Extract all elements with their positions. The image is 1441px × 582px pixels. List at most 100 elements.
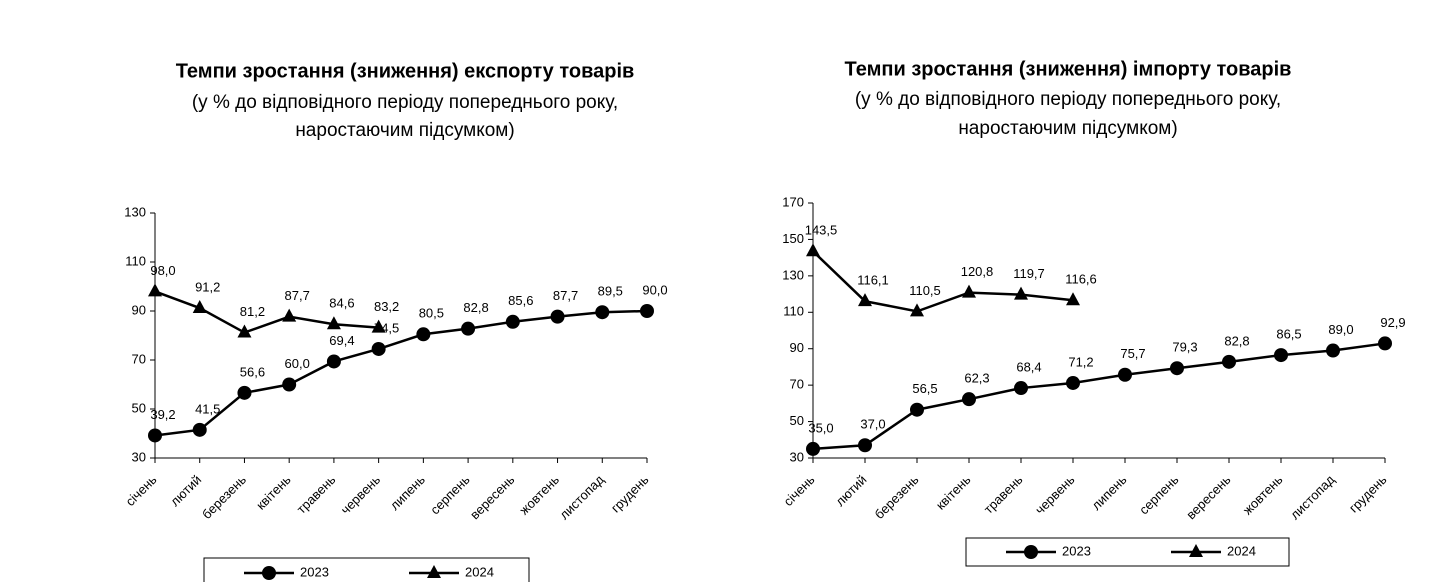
x-tick-label: лютий xyxy=(167,472,204,509)
x-tick-label: листопад xyxy=(556,472,607,523)
marker-circle xyxy=(1222,354,1236,369)
x-tick-label: серпень xyxy=(427,472,473,518)
x-tick-label: травень xyxy=(294,472,339,517)
x-tick-label: червень xyxy=(1032,472,1078,518)
legend-label: 2023 xyxy=(1062,543,1091,558)
legend-marker xyxy=(262,566,276,580)
marker-triangle xyxy=(910,303,924,317)
data-label: 83,2 xyxy=(374,299,399,314)
x-tick-label: жовтень xyxy=(516,472,562,518)
x-tick-label: грудень xyxy=(1346,472,1390,516)
legend-label: 2024 xyxy=(465,564,494,579)
marker-circle xyxy=(1378,336,1392,351)
marker-triangle xyxy=(1014,286,1028,300)
data-label: 56,6 xyxy=(240,364,265,379)
marker-circle xyxy=(326,354,341,369)
data-label: 68,4 xyxy=(1016,359,1041,374)
data-label: 85,6 xyxy=(508,293,533,308)
marker-circle xyxy=(858,438,872,453)
x-tick-label: січень xyxy=(123,472,160,509)
marker-circle xyxy=(1274,348,1288,363)
legend-marker xyxy=(1024,545,1038,559)
data-label: 143,5 xyxy=(805,223,838,238)
marker-triangle xyxy=(282,308,297,322)
marker-circle xyxy=(505,314,520,329)
marker-triangle xyxy=(858,293,872,307)
marker-circle xyxy=(962,392,976,407)
data-label: 71,2 xyxy=(1068,354,1093,369)
marker-circle xyxy=(192,422,207,437)
legend-marker xyxy=(427,565,441,578)
data-label: 82,8 xyxy=(463,300,488,315)
x-tick-label: травень xyxy=(981,472,1026,517)
series-line xyxy=(812,250,1074,313)
y-tick-label: 130 xyxy=(124,204,146,219)
x-tick-label: червень xyxy=(338,472,384,518)
y-tick-label: 150 xyxy=(782,231,804,246)
legend-label: 2024 xyxy=(1227,543,1256,558)
data-label: 86,5 xyxy=(1276,327,1301,342)
marker-circle xyxy=(806,441,820,456)
data-label: 37,0 xyxy=(860,417,885,432)
marker-circle xyxy=(640,304,654,318)
series-line xyxy=(154,290,379,334)
data-label: 62,3 xyxy=(964,371,989,386)
marker-circle xyxy=(1326,343,1340,358)
marker-triangle xyxy=(237,324,252,338)
legend-box xyxy=(965,537,1290,567)
x-tick-label: січень xyxy=(781,472,818,509)
x-tick-label: лютий xyxy=(832,472,869,509)
data-label: 90,0 xyxy=(642,282,667,297)
chart-title: Темпи зростання (зниження) експорту това… xyxy=(176,60,635,82)
data-label: 91,2 xyxy=(195,279,220,294)
data-label: 89,0 xyxy=(1328,322,1353,337)
data-label: 119,7 xyxy=(1013,266,1045,281)
y-tick-label: 30 xyxy=(132,449,146,464)
marker-circle xyxy=(910,402,924,417)
x-tick-label: грудень xyxy=(608,472,652,516)
legend-box xyxy=(203,557,530,582)
x-tick-label: липень xyxy=(1088,472,1129,513)
marker-triangle xyxy=(371,319,386,333)
chart-title: Темпи зростання (зниження) імпорту товар… xyxy=(845,58,1292,80)
marker-circle xyxy=(371,341,386,356)
x-tick-label: липень xyxy=(387,472,428,513)
data-label: 35,0 xyxy=(808,420,833,435)
legend-label: 2023 xyxy=(300,564,329,579)
y-tick-label: 30 xyxy=(790,449,804,464)
y-tick-label: 170 xyxy=(782,194,804,209)
data-label: 80,5 xyxy=(419,306,444,321)
marker-triangle xyxy=(1066,292,1080,306)
y-tick-label: 70 xyxy=(132,351,146,366)
data-label: 75,7 xyxy=(1120,346,1145,361)
data-label: 110,5 xyxy=(909,283,941,298)
marker-triangle xyxy=(148,283,162,297)
legend-marker xyxy=(1189,544,1203,557)
marker-triangle xyxy=(192,300,207,314)
data-label: 116,6 xyxy=(1065,272,1097,287)
data-label: 89,5 xyxy=(598,284,623,299)
data-label: 84,6 xyxy=(329,296,354,311)
x-tick-label: вересень xyxy=(1183,472,1233,522)
marker-circle xyxy=(1066,375,1080,390)
series-line xyxy=(154,309,648,437)
marker-circle xyxy=(282,377,297,392)
data-label: 39,2 xyxy=(150,407,175,422)
marker-circle xyxy=(1118,367,1132,382)
x-tick-label: квітень xyxy=(933,472,974,513)
x-tick-label: серпень xyxy=(1136,472,1182,518)
marker-circle xyxy=(1170,361,1184,376)
data-label: 116,1 xyxy=(857,273,889,288)
y-tick-label: 130 xyxy=(782,267,804,282)
marker-triangle xyxy=(962,284,976,298)
chart-subtitle: (у % до відповідного періоду попередньог… xyxy=(192,92,618,113)
marker-triangle xyxy=(806,243,820,257)
marker-circle xyxy=(461,321,476,336)
y-tick-label: 90 xyxy=(790,340,804,355)
marker-circle xyxy=(416,327,431,342)
y-tick-label: 110 xyxy=(125,253,146,268)
data-label: 60,0 xyxy=(285,356,310,371)
chart-subtitle: наростаючим підсумком) xyxy=(958,118,1177,139)
